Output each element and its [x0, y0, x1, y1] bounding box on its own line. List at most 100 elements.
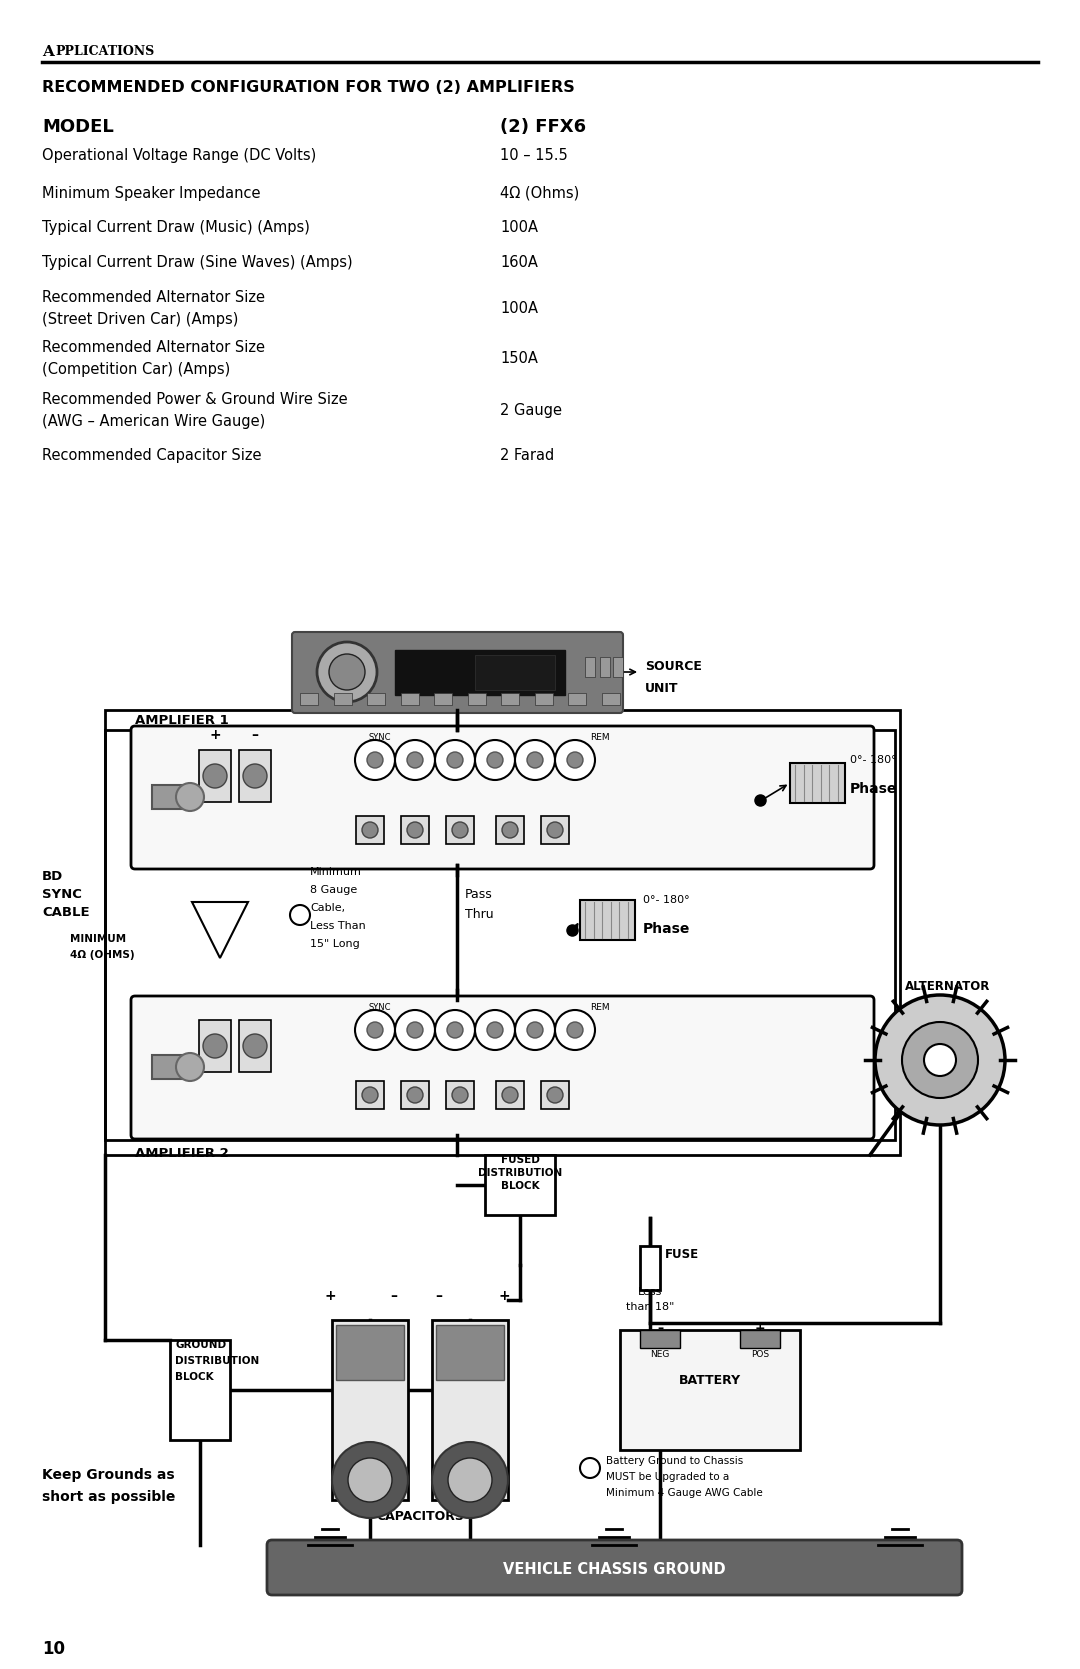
Text: 100A: 100A: [500, 300, 538, 315]
Circle shape: [567, 753, 583, 768]
Bar: [468, 693, 486, 704]
Text: +: +: [325, 1288, 337, 1303]
Text: (AWG – American Wire Gauge): (AWG – American Wire Gauge): [42, 414, 266, 429]
Circle shape: [407, 1021, 423, 1038]
Text: REM: REM: [590, 733, 609, 743]
Bar: [541, 816, 569, 845]
Circle shape: [355, 739, 395, 779]
Circle shape: [291, 905, 310, 925]
Circle shape: [395, 1010, 435, 1050]
Circle shape: [448, 1459, 492, 1502]
Bar: [568, 693, 586, 704]
Circle shape: [555, 739, 595, 779]
Text: Typical Current Draw (Sine Waves) (Amps): Typical Current Draw (Sine Waves) (Amps): [42, 255, 353, 270]
Bar: [789, 763, 845, 803]
Bar: [334, 693, 352, 704]
Bar: [585, 658, 595, 678]
Circle shape: [176, 783, 204, 811]
Bar: [620, 1330, 800, 1450]
Circle shape: [453, 1087, 468, 1103]
Circle shape: [407, 823, 423, 838]
Circle shape: [332, 1442, 408, 1519]
Text: SPKR: SPKR: [205, 794, 225, 804]
Bar: [496, 1082, 524, 1108]
Text: POWER: POWER: [457, 1469, 483, 1475]
Text: Minimum Speaker Impedance: Minimum Speaker Impedance: [42, 185, 260, 200]
Bar: [300, 693, 318, 704]
Circle shape: [367, 1021, 383, 1038]
Text: Less Than: Less Than: [310, 921, 366, 931]
Text: +: +: [210, 728, 220, 743]
Text: 4Ω (OHMS): 4Ω (OHMS): [70, 950, 135, 960]
Bar: [170, 1340, 230, 1440]
Bar: [640, 1247, 660, 1290]
Bar: [105, 729, 895, 1140]
Bar: [395, 649, 565, 694]
Text: BLOCK: BLOCK: [501, 1182, 539, 1192]
Text: VEHICLE CHASSIS GROUND: VEHICLE CHASSIS GROUND: [502, 1562, 726, 1577]
Bar: [541, 1082, 569, 1108]
Text: 0°- 180°: 0°- 180°: [643, 895, 690, 905]
Text: CABLE: CABLE: [42, 906, 90, 920]
Bar: [152, 1055, 183, 1078]
Bar: [336, 1325, 404, 1380]
Bar: [401, 1082, 429, 1108]
Circle shape: [580, 1459, 600, 1479]
Circle shape: [502, 823, 518, 838]
Bar: [740, 1330, 780, 1349]
Text: Recommended Power & Ground Wire Size: Recommended Power & Ground Wire Size: [42, 392, 348, 407]
Circle shape: [475, 1010, 515, 1050]
Circle shape: [546, 823, 563, 838]
Text: Keep Grounds as: Keep Grounds as: [42, 1469, 175, 1482]
Circle shape: [318, 643, 377, 703]
Circle shape: [367, 753, 383, 768]
Text: (Competition Car) (Amps): (Competition Car) (Amps): [42, 362, 230, 377]
Circle shape: [475, 739, 515, 779]
Text: Less: Less: [638, 1287, 662, 1297]
Circle shape: [546, 1087, 563, 1103]
Text: SPKR: SPKR: [205, 1061, 225, 1071]
Text: –: –: [657, 1322, 663, 1335]
Circle shape: [447, 1021, 463, 1038]
Text: (Street Driven Car) (Amps): (Street Driven Car) (Amps): [42, 312, 239, 327]
Text: POWER: POWER: [357, 1469, 382, 1475]
Circle shape: [567, 1021, 583, 1038]
Bar: [105, 709, 900, 1155]
FancyBboxPatch shape: [267, 1540, 962, 1596]
Circle shape: [203, 764, 227, 788]
Circle shape: [348, 1459, 392, 1502]
Circle shape: [515, 1010, 555, 1050]
Text: A: A: [42, 45, 54, 58]
Circle shape: [435, 1010, 475, 1050]
Text: GROUND: GROUND: [175, 1340, 226, 1350]
Text: 10: 10: [42, 1641, 65, 1657]
Text: Thru: Thru: [465, 908, 494, 921]
Bar: [446, 816, 474, 845]
Text: BD: BD: [42, 870, 64, 883]
Circle shape: [902, 1021, 978, 1098]
Text: –: –: [390, 1288, 397, 1303]
Text: (2) FFX6: (2) FFX6: [500, 118, 586, 135]
Text: 15" Long: 15" Long: [310, 940, 360, 950]
Text: +: +: [755, 1322, 766, 1335]
Circle shape: [875, 995, 1005, 1125]
Text: than 18": than 18": [625, 1302, 674, 1312]
Bar: [199, 1020, 231, 1071]
Text: SOURCE: SOURCE: [645, 659, 702, 673]
Circle shape: [203, 1035, 227, 1058]
Bar: [239, 1020, 271, 1071]
Text: Phase: Phase: [643, 921, 690, 936]
Polygon shape: [192, 901, 248, 958]
Text: BLOCK: BLOCK: [175, 1372, 214, 1382]
Text: SYNC: SYNC: [368, 1003, 391, 1011]
Text: SPKR: SPKR: [245, 794, 265, 804]
Text: 2 Farad: 2 Farad: [500, 447, 554, 462]
Bar: [535, 693, 553, 704]
Text: CAPACITOR: CAPACITOR: [352, 1484, 388, 1489]
Text: MINIMUM: MINIMUM: [70, 935, 126, 945]
Text: Rockford: Rockford: [455, 1359, 485, 1364]
Text: SYNC: SYNC: [368, 733, 391, 743]
Text: 160A: 160A: [500, 255, 538, 270]
Text: PPLICATIONS: PPLICATIONS: [55, 45, 154, 58]
Text: Recommended Alternator Size: Recommended Alternator Size: [42, 340, 265, 355]
